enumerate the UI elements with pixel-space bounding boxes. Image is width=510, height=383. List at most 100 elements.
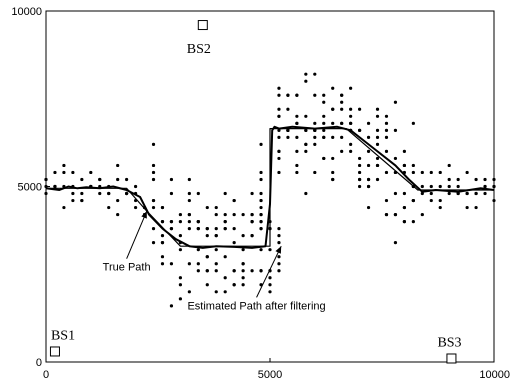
measurement-point	[232, 283, 236, 287]
measurement-point	[313, 121, 317, 125]
measurement-point	[375, 163, 380, 168]
measurement-point	[259, 177, 263, 182]
measurement-point	[241, 248, 245, 252]
measurement-point	[349, 86, 353, 90]
x-axis: 0 5000 10000	[43, 358, 510, 381]
measurement-point	[151, 163, 156, 168]
measurement-point	[295, 114, 299, 118]
measurement-point	[411, 163, 415, 168]
y-axis: 0 5000 10000	[11, 6, 50, 369]
measurement-point	[196, 269, 200, 273]
measurement-point	[366, 205, 371, 210]
measurement-point	[116, 177, 120, 182]
measurement-point	[295, 93, 299, 97]
measurement-point	[295, 163, 299, 168]
measurement-point	[358, 107, 362, 111]
measurement-point	[304, 72, 308, 76]
measurement-point	[232, 269, 236, 273]
measurement-point	[349, 142, 353, 146]
measurement-point	[358, 128, 362, 132]
measurement-point	[438, 198, 442, 203]
measurement-point	[169, 191, 174, 196]
measurement-point	[196, 220, 200, 224]
measurement-point	[349, 121, 353, 125]
measurement-point	[393, 191, 398, 196]
measurement-point	[438, 184, 442, 189]
measurement-point	[447, 163, 451, 168]
measurement-point	[349, 114, 353, 118]
measurement-point	[492, 184, 496, 189]
measurement-point	[358, 177, 362, 182]
measurement-point	[53, 170, 57, 175]
measurement-point	[214, 248, 218, 252]
measurement-point	[62, 170, 66, 175]
measurement-point	[331, 86, 335, 90]
measurement-point	[384, 198, 389, 203]
measurement-point	[331, 121, 335, 125]
measurement-point	[205, 283, 209, 287]
measurement-point	[250, 269, 254, 273]
measurement-point	[62, 163, 66, 168]
measurement-point	[420, 170, 424, 175]
measurement-point	[187, 191, 191, 196]
measurement-point	[277, 269, 281, 273]
measurement-point	[187, 262, 191, 266]
measurement-point	[331, 135, 335, 139]
measurement-point	[196, 248, 200, 252]
measurement-point	[187, 227, 191, 231]
measurement-point	[465, 170, 469, 175]
measurement-point	[402, 163, 406, 168]
measurement-point	[187, 220, 191, 224]
measurement-point	[178, 248, 182, 252]
measurement-point	[232, 212, 236, 217]
measurement-point	[313, 142, 317, 146]
measurement-point	[178, 234, 182, 238]
measurement-point	[340, 100, 344, 104]
measurement-point	[402, 191, 406, 196]
measurement-point	[187, 198, 191, 203]
measurement-point	[393, 156, 398, 161]
measurement-point	[322, 121, 326, 125]
annotation-arrowhead	[275, 246, 282, 254]
measurement-point	[250, 220, 254, 224]
measurement-point	[366, 184, 371, 189]
estimated-path-line	[45, 125, 495, 249]
measurement-point	[44, 191, 48, 196]
measurement-point	[366, 163, 371, 168]
measurement-point	[178, 276, 182, 280]
measurement-point	[259, 212, 263, 217]
measurement-point	[160, 220, 165, 224]
annotation-label: Estimated Path after filtering	[187, 300, 325, 312]
measurement-point	[223, 220, 227, 224]
measurement-point	[53, 184, 57, 189]
measurement-point	[268, 290, 272, 294]
measurement-point	[375, 114, 380, 118]
measurement-point	[223, 290, 227, 294]
measurement-point	[250, 234, 254, 238]
measurement-point	[456, 177, 460, 182]
measurement-point	[277, 262, 281, 266]
measurement-point	[465, 191, 469, 196]
measurement-point	[169, 262, 174, 266]
measurement-point	[223, 255, 227, 259]
measurement-point	[80, 177, 84, 182]
measurement-point	[366, 149, 371, 153]
x-tick-label: 5000	[258, 369, 282, 381]
measurement-point	[107, 191, 111, 196]
true-path-line	[46, 128, 494, 247]
measurement-point	[241, 262, 245, 266]
measurement-point	[178, 212, 182, 217]
measurement-point	[474, 177, 478, 182]
measurement-point	[402, 220, 406, 224]
measurement-point	[205, 234, 209, 238]
measurement-point	[71, 170, 75, 175]
measurement-point	[295, 170, 299, 175]
measurement-point	[384, 128, 389, 132]
measurement-point	[259, 269, 263, 273]
measurement-point	[169, 220, 174, 224]
measurement-point	[447, 191, 451, 196]
base-station-marker	[197, 20, 208, 31]
measurement-point	[205, 255, 209, 259]
measurement-point	[286, 107, 290, 111]
measurement-point	[223, 276, 227, 280]
